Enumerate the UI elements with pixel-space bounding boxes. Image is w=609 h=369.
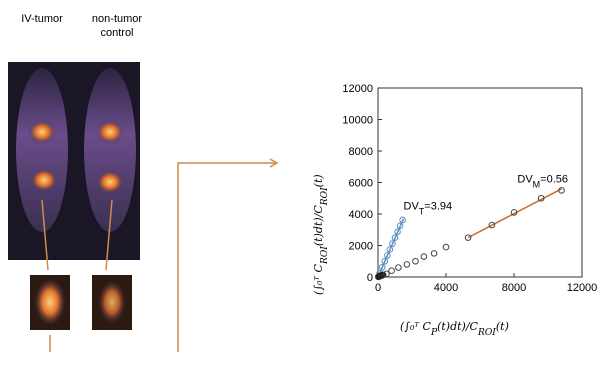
label-left: IV-tumor [21,13,63,25]
text-part: =0.56 [540,174,568,186]
control-uptake [98,280,126,324]
point [431,251,437,257]
point [443,244,449,250]
point [404,262,410,268]
uptake [96,120,124,144]
figure: IV-tumor non-tumor control 0 4000 8000 1200… [0,0,609,364]
x-tick-label: 0 [375,282,381,294]
uptake [28,120,56,144]
y-tick-label: 10000 [342,115,373,127]
y-tick-label: 4000 [349,209,373,221]
mouse-right [84,68,136,232]
point [396,265,402,271]
tumor-uptake [34,278,66,326]
subscript: ROI [320,246,330,265]
uptake [30,168,58,192]
fit-line [468,189,561,238]
y-tick-label: 12000 [342,83,373,95]
text-part: (t) [496,320,509,333]
point [421,254,427,260]
y-tick-label: 0 [367,272,373,284]
uptake [96,170,124,194]
y-tick-label: 8000 [349,146,373,158]
x-tick-label: 12000 [567,282,598,294]
y-tick-label: 2000 [349,241,373,253]
subscript: M [533,180,541,190]
annotation: DVT=3.94 [404,200,453,216]
label-right: non-tumor control [82,12,152,40]
subscript: ROI [477,328,496,338]
y-tick-label: 6000 [349,178,373,190]
text-part: (∫₀ᵀ C [400,320,432,333]
point [413,258,419,264]
text-part: DV [517,174,533,186]
annotation: DVM=0.56 [517,174,568,190]
text-part: DV [404,200,420,212]
text-part: (t)dt)/C [312,205,325,246]
text-part: (∫₀ᵀ C [312,263,325,295]
point [389,268,395,274]
subscript: ROI [320,187,330,206]
text-part: (t)dt)/C [437,320,478,333]
label: (∫₀ᵀ CP(t)dt)/CROI(t) [400,320,509,338]
plot: 0 4000 8000 12000 0 2000 4000 6000 8000 10000 1200… [312,83,597,338]
x-tick-label: 8000 [502,282,526,294]
label-right-box: non-tumor control [82,12,152,52]
x-tick-label: 4000 [434,282,458,294]
text-part: (t) [312,174,325,187]
text-part: =3.94 [424,200,452,212]
label: (∫₀ᵀ CROI(t)dt)/CROI(t) [312,174,330,295]
